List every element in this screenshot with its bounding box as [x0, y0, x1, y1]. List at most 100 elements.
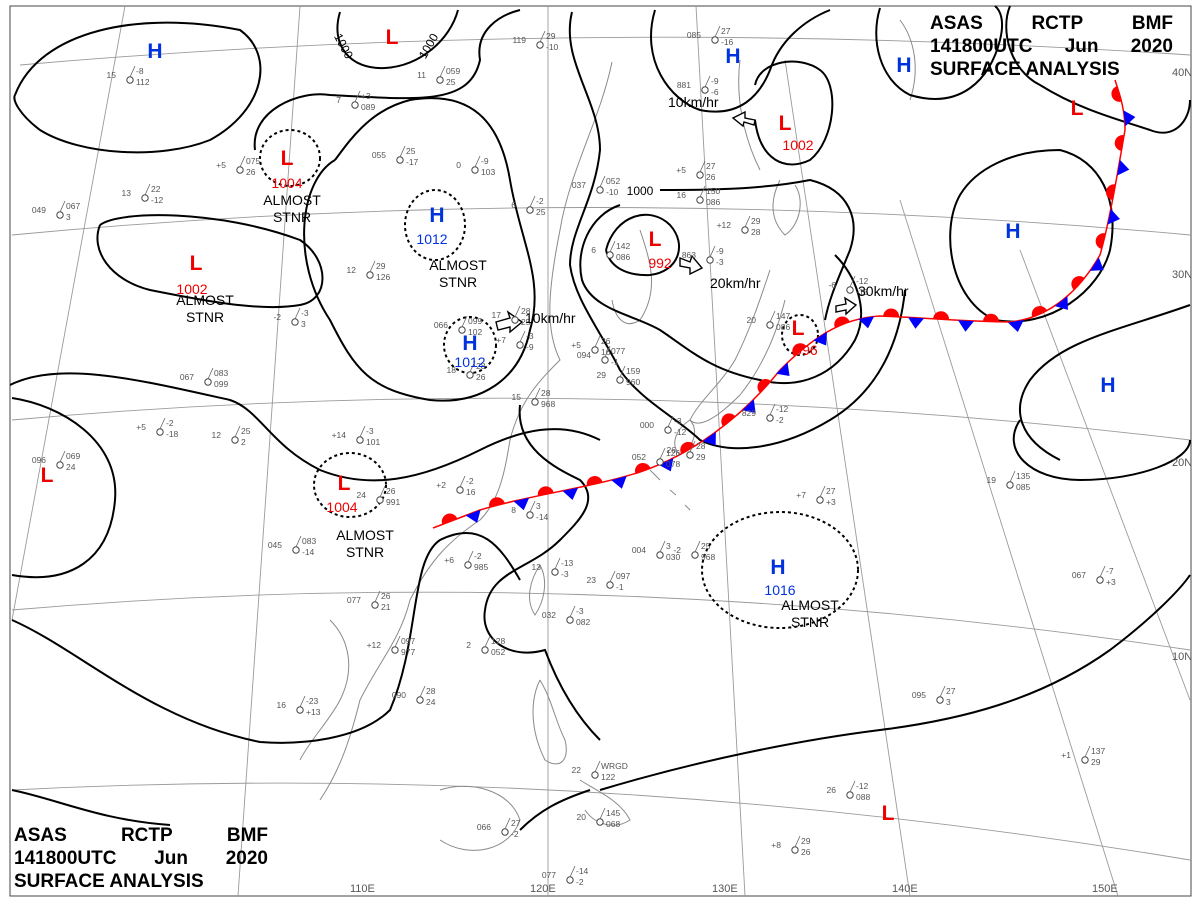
station-value: 22 [572, 765, 582, 775]
station-circle [696, 171, 704, 179]
warm-front-semicircle [933, 311, 950, 320]
station-value: 142 [616, 241, 630, 251]
wind-barb [939, 685, 946, 698]
station-plots: 15 119 11 7 055 +5 0 13 049 6 12 037 -2 17 066 +7 18 067 +… [32, 25, 1116, 887]
station-plot [126, 65, 136, 84]
station-value: -2 [536, 196, 544, 206]
station-plot [456, 475, 466, 494]
station-value: -1 [616, 582, 624, 592]
station-circle [846, 286, 854, 294]
motion-status-label: STNR [346, 544, 384, 560]
station-value: -8 [136, 66, 144, 76]
parallel-0 [11, 782, 1191, 861]
station-value: 24 [66, 462, 76, 472]
wind-barb [849, 275, 856, 288]
station-value: 128 [491, 636, 505, 646]
isobar-mongolia-low [253, 9, 521, 151]
isobar-far-w-low [11, 397, 117, 579]
isobar-tropic-1 [11, 531, 521, 744]
motion-status-label: ALMOST [781, 597, 839, 613]
station-circle [126, 76, 134, 84]
wind-barb [379, 485, 386, 498]
station-value: 004 [632, 545, 646, 555]
parallel-40n [19, 36, 1191, 66]
station-circle [456, 486, 464, 494]
wind-barb [689, 440, 696, 453]
warm-front-semicircle [1095, 233, 1106, 249]
station-plot [236, 155, 246, 174]
station-value: 0 [456, 160, 461, 170]
station-value: 25 [536, 207, 546, 217]
station-value: 27 [721, 26, 731, 36]
station-value: 095 [912, 690, 926, 700]
wind-barb [294, 307, 301, 320]
station-value: -10 [606, 187, 619, 197]
station-value: 28 [696, 441, 706, 451]
station-value: 083 [302, 536, 316, 546]
station-circle [791, 846, 799, 854]
station-circle [566, 616, 574, 624]
low-pressure-center: L [649, 228, 662, 251]
station-value: 20 [747, 315, 757, 325]
isobar-pacific-high-2 [1012, 419, 1191, 482]
wind-barb [439, 65, 446, 78]
wind-barb [534, 387, 541, 400]
station-value: 15 [107, 70, 117, 80]
station-value: 28 [541, 388, 551, 398]
wind-barb [1084, 745, 1091, 758]
station-plot [416, 685, 426, 704]
wind-barb [769, 403, 776, 416]
station-circle [291, 318, 299, 326]
station-value: 102 [468, 327, 482, 337]
station-value: 27 [511, 818, 521, 828]
header-top-right: ASAS RCTP BMF 141800UTC Jun 2020 SURFACE… [930, 12, 1173, 81]
high-pressure-center: H [896, 54, 911, 77]
station-value: 29 [546, 31, 556, 41]
latitude-label: 30N [1172, 269, 1192, 281]
station-value: +5 [136, 422, 146, 432]
station-plot [566, 605, 576, 624]
wind-barb [59, 450, 66, 463]
wind-barb [1009, 470, 1016, 483]
wind-barb [744, 215, 751, 228]
station-value: 077 [611, 346, 625, 356]
station-plot [566, 865, 576, 884]
cold-front-triangle [858, 316, 875, 329]
station-value: -2 [466, 476, 474, 486]
station-plot [56, 450, 66, 469]
coast-china [319, 61, 613, 801]
station-circle [551, 568, 559, 576]
station-plot [616, 365, 626, 384]
station-plot [766, 403, 776, 422]
station-value: 26 [386, 486, 396, 496]
low-pressure-center: L [281, 147, 294, 170]
station-value: 21 [381, 602, 391, 612]
station-value: 26 [667, 445, 677, 455]
wind-barb [604, 345, 611, 358]
meridian-160e [1019, 249, 1191, 701]
station-value: 29 [696, 452, 706, 462]
station-value: 069 [66, 451, 80, 461]
motion-status-label: ALMOST [336, 527, 394, 543]
station-plot [396, 145, 406, 164]
station-circle [416, 696, 424, 704]
low-pressure-center: L [386, 26, 399, 49]
station-circle [664, 426, 672, 434]
station-plot [1096, 565, 1106, 584]
station-value: 032 [542, 610, 556, 620]
isobar-okhotsk-low [754, 60, 834, 166]
central-pressure-value: 1012 [416, 231, 447, 247]
station-value: 082 [576, 617, 590, 627]
station-value: 077 [347, 595, 361, 605]
station-value: -16 [721, 37, 734, 47]
station-plot [391, 635, 401, 654]
wind-barb [394, 635, 401, 648]
station-circle [236, 166, 244, 174]
station-value: 977 [401, 647, 415, 657]
cold-front-triangle [1054, 296, 1068, 310]
station-value: 16 [601, 347, 611, 357]
isobar-center-low-1000 [579, 204, 863, 385]
station-circle [616, 376, 624, 384]
wind-barb [369, 260, 376, 273]
